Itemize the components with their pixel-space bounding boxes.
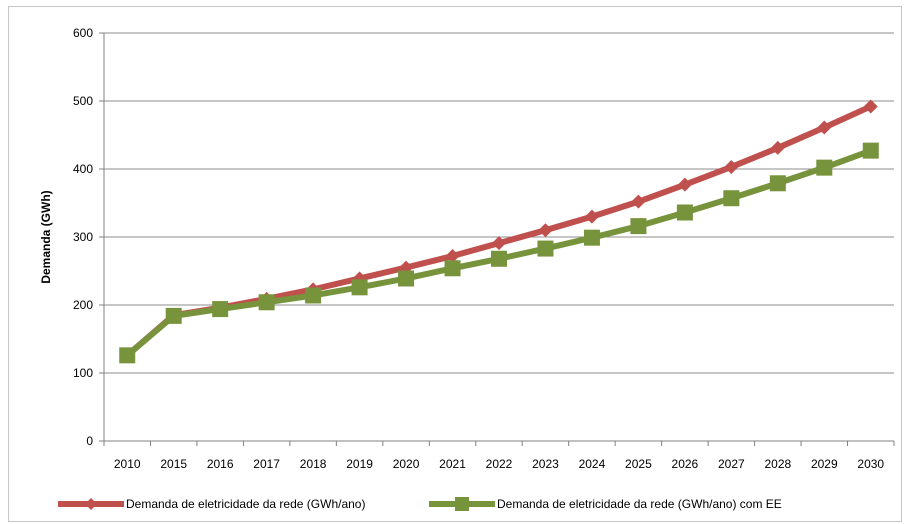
x-tick-label: 2021	[439, 457, 466, 471]
data-point	[769, 175, 786, 192]
data-point	[538, 223, 553, 238]
x-tick-label: 2027	[718, 457, 745, 471]
series	[119, 99, 879, 364]
x-tick-label: 2030	[857, 457, 884, 471]
y-tick-labels: 0 100 200 300 400 500 600	[73, 26, 93, 448]
x-tick-label: 2017	[253, 457, 280, 471]
series-2	[119, 142, 879, 364]
y-tick-label: 400	[73, 162, 93, 176]
legend-item-2: Demanda de eletricidade da rede (GWh/ano…	[429, 497, 782, 511]
data-point	[212, 301, 229, 318]
data-point	[816, 159, 833, 176]
data-point	[723, 190, 740, 207]
data-point	[770, 140, 785, 155]
data-point	[351, 279, 368, 296]
x-tick-label: 2029	[811, 457, 838, 471]
legend-item-1: Demanda de eletricidade da rede (GWh/ano…	[58, 497, 365, 511]
data-point	[491, 250, 507, 267]
data-point	[863, 99, 878, 114]
data-point	[817, 120, 832, 135]
y-tick-label: 300	[73, 230, 93, 244]
data-point	[119, 347, 136, 364]
y-tick-label: 200	[73, 298, 93, 312]
x-tick-label: 2023	[532, 457, 559, 471]
x-tick-label: 2019	[346, 457, 373, 471]
legend-swatch-marker	[455, 497, 469, 511]
data-point	[305, 287, 322, 304]
data-point	[398, 270, 415, 287]
x-tick-label: 2026	[672, 457, 699, 471]
legend: Demanda de eletricidade da rede (GWh/ano…	[58, 497, 782, 511]
data-point	[862, 142, 879, 159]
x-tick-label: 2018	[300, 457, 327, 471]
data-point	[631, 194, 646, 209]
data-point	[584, 209, 599, 224]
y-tick-label: 100	[73, 366, 93, 380]
data-point	[630, 218, 647, 235]
legend-label: Demanda de eletricidade da rede (GWh/ano…	[126, 497, 365, 511]
series-line	[125, 103, 873, 358]
data-point	[677, 177, 692, 192]
y-tick-label: 600	[73, 26, 93, 40]
data-point	[537, 240, 554, 257]
legend-swatch-marker	[85, 498, 97, 510]
legend-label: Demanda de eletricidade da rede (GWh/ano…	[497, 497, 782, 511]
data-point	[165, 307, 182, 324]
data-point	[258, 294, 275, 311]
data-point	[583, 229, 600, 246]
x-tick-label: 2010	[114, 457, 141, 471]
gridlines	[104, 32, 894, 374]
y-tick-label: 500	[73, 94, 93, 108]
series-1	[120, 99, 878, 363]
x-tick-label: 2022	[486, 457, 513, 471]
axes	[99, 32, 895, 446]
x-tick-label: 2020	[393, 457, 420, 471]
x-tick-label: 2015	[160, 457, 187, 471]
x-tick-label: 2025	[625, 457, 652, 471]
y-tick-label: 0	[86, 434, 93, 448]
x-tick-label: 2016	[207, 457, 234, 471]
data-point	[445, 249, 460, 264]
x-tick-labels: 2010 2015 2016 2017 2018 2019 2020 2021 2022 2023…	[114, 457, 885, 471]
x-tick-label: 2028	[764, 457, 791, 471]
data-point	[676, 204, 693, 221]
x-tick-label: 2024	[579, 457, 606, 471]
y-axis-label: Demanda (GWh)	[39, 190, 53, 283]
data-point	[724, 159, 739, 174]
data-point	[444, 260, 461, 277]
data-point	[492, 236, 506, 251]
